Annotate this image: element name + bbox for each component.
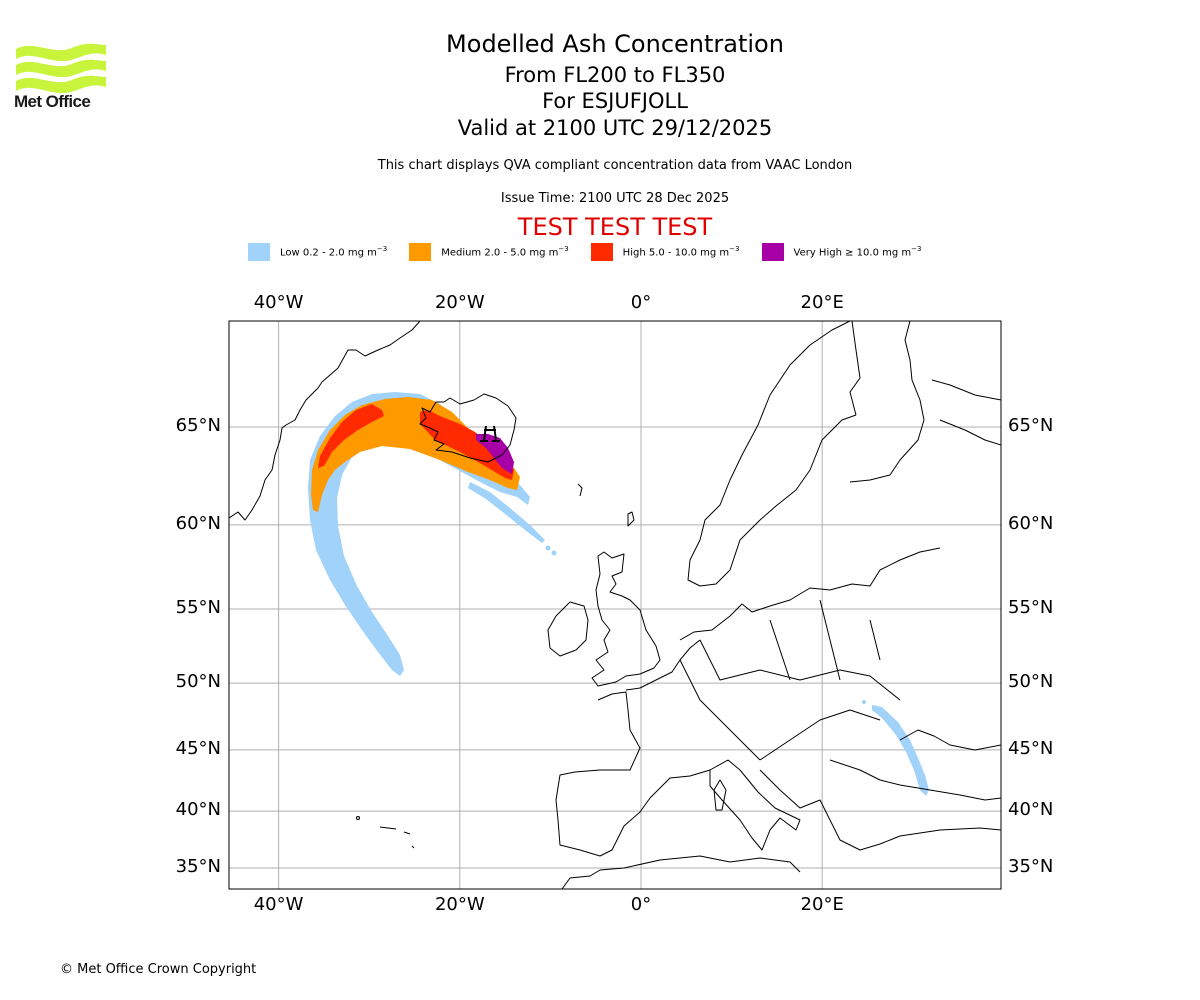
legend-label-low: Low 0.2 - 2.0 mg m−3 bbox=[280, 245, 388, 259]
lat-tick-label-left: 60°N bbox=[175, 512, 221, 534]
coastline-black-sea bbox=[899, 729, 1001, 751]
legend-item-medium: Medium 2.0 - 5.0 mg m−3 bbox=[409, 243, 569, 261]
legend-label-medium: Medium 2.0 - 5.0 mg m−3 bbox=[441, 245, 569, 259]
lat-tick-label-left: 40°N bbox=[175, 799, 221, 821]
logo-text: Met Office bbox=[14, 92, 91, 111]
coastline-north-africa bbox=[561, 855, 801, 889]
lat-tick-label-left: 50°N bbox=[175, 671, 221, 693]
test-banner: TEST TEST TEST bbox=[517, 213, 713, 241]
chart-title: Modelled Ash Concentration bbox=[446, 30, 784, 58]
legend-swatch-very-high bbox=[761, 243, 784, 261]
coastline-scandinavia bbox=[699, 321, 851, 541]
ash-plume-very-high bbox=[476, 434, 514, 474]
lat-tick-label-right: 50°N bbox=[1008, 671, 1054, 693]
ash-plume-low bbox=[308, 392, 929, 796]
legend-label-high: High 5.0 - 10.0 mg m−3 bbox=[622, 245, 740, 259]
legend: Low 0.2 - 2.0 mg m−3 Medium 2.0 - 5.0 mg… bbox=[248, 243, 943, 261]
lat-tick-label-left: 65°N bbox=[175, 415, 221, 436]
lat-tick-label-right: 65°N bbox=[1008, 415, 1054, 436]
ash-plume-low-dot bbox=[551, 550, 557, 556]
ash-plume-low-eastern-patch bbox=[872, 705, 929, 796]
lon-tick-label-top: 20°W bbox=[434, 292, 485, 313]
coastline-france-iberia bbox=[555, 691, 711, 857]
ash-plume-low-dot bbox=[862, 700, 866, 704]
met-office-logo-icon bbox=[16, 43, 106, 94]
volcano-name: For ESJUFJOLL bbox=[542, 89, 688, 113]
lon-tick-label-bottom: 40°W bbox=[253, 894, 304, 915]
lat-tick-label-left: 35°N bbox=[175, 856, 221, 877]
coastline-iceland bbox=[419, 393, 517, 463]
legend-item-low: Low 0.2 - 2.0 mg m−3 bbox=[248, 243, 387, 261]
lon-tick-label-top: 40°W bbox=[253, 292, 304, 313]
legend-item-very-high: Very High ≥ 10.0 mg m−3 bbox=[761, 243, 922, 261]
lat-tick-label-left: 45°N bbox=[175, 737, 221, 759]
lat-tick-label-right: 35°N bbox=[1008, 856, 1054, 877]
legend-swatch-low bbox=[248, 243, 270, 261]
issue-time: Issue Time: 2100 UTC 28 Dec 2025 bbox=[500, 191, 730, 206]
flight-levels: From FL200 to FL350 bbox=[504, 63, 726, 87]
valid-time: Valid at 2100 UTC 29/12/2025 bbox=[457, 116, 773, 140]
lat-tick-label-left: 55°N bbox=[175, 596, 221, 618]
coastline-continent-north bbox=[679, 547, 941, 641]
chart-description: This chart displays QVA compliant concen… bbox=[377, 158, 853, 173]
lat-tick-label-right: 45°N bbox=[1008, 737, 1054, 759]
volcano-marker-icon bbox=[480, 425, 500, 442]
legend-swatch-medium bbox=[409, 243, 432, 261]
lat-tick-label-right: 60°N bbox=[1008, 512, 1054, 534]
legend-swatch-high bbox=[590, 243, 613, 261]
ash-plume-low-dot bbox=[545, 545, 551, 551]
coastline-ireland bbox=[547, 601, 589, 657]
map-frame bbox=[228, 320, 1002, 890]
coastlines bbox=[229, 321, 1001, 889]
lat-tick-label-right: 55°N bbox=[1008, 596, 1054, 618]
ash-plume-high bbox=[318, 404, 514, 480]
coastline-great-britain bbox=[591, 551, 661, 687]
lon-tick-label-bottom: 0° bbox=[630, 894, 652, 915]
lat-tick-label-right: 40°N bbox=[1008, 799, 1054, 821]
legend-item-high: High 5.0 - 10.0 mg m−3 bbox=[590, 243, 740, 261]
gridlines bbox=[229, 321, 1001, 889]
ash-plume-low-streak bbox=[468, 482, 545, 543]
legend-label-very-high: Very High ≥ 10.0 mg m−3 bbox=[793, 245, 922, 259]
coastline-italy bbox=[709, 759, 801, 851]
copyright: © Met Office Crown Copyright bbox=[60, 962, 257, 977]
lon-tick-label-top: 0° bbox=[630, 292, 652, 313]
lon-tick-label-bottom: 20°W bbox=[434, 894, 485, 915]
coastline-balkans bbox=[759, 769, 1001, 851]
lon-tick-label-bottom: 20°E bbox=[800, 894, 844, 915]
coastline-greenland bbox=[229, 321, 421, 521]
lon-tick-label-top: 20°E bbox=[800, 292, 844, 313]
